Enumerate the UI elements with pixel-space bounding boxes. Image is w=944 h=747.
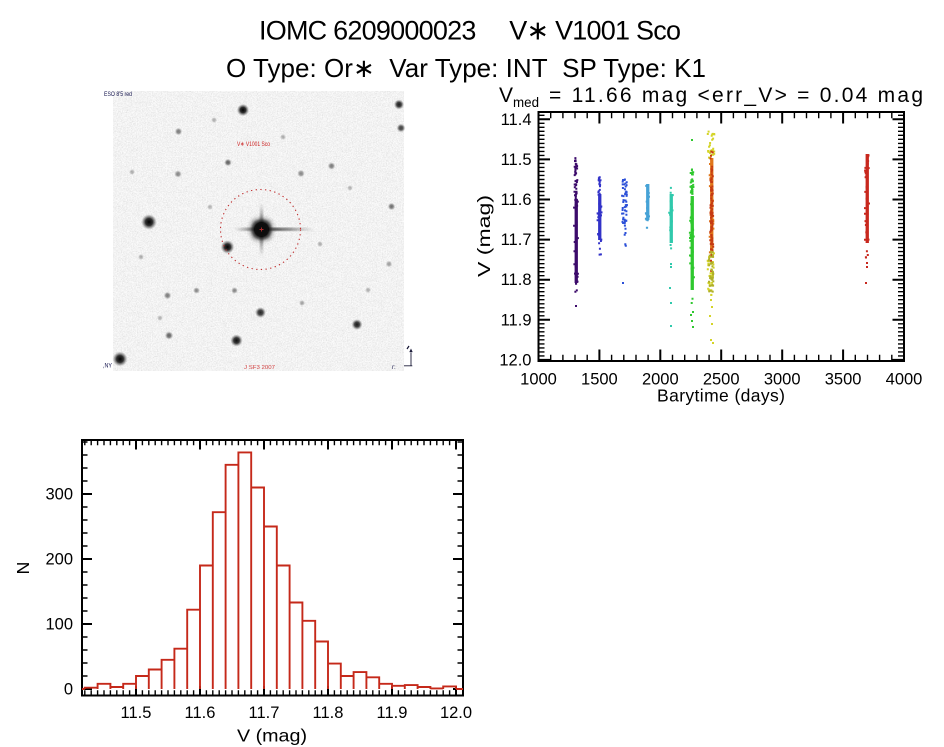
svg-text:11.6: 11.6 [501,191,532,209]
svg-text:IOMC 6209000023 V∗ V1001 S: IOMC 6209000023 V∗ V1001 Sco [259,16,681,46]
svg-text:12.0: 12.0 [440,704,472,722]
svg-text:0: 0 [64,681,73,699]
svg-text:11.7: 11.7 [249,704,280,722]
svg-text:11.8: 11.8 [501,271,532,289]
svg-text:V∗ V1001 Sco: V∗ V1001 Sco [237,141,270,148]
svg-text:11.7: 11.7 [501,231,532,249]
svg-text:11.5: 11.5 [121,704,152,722]
svg-text:J SF3 2007: J SF3 2007 [244,365,275,371]
svg-text:300: 300 [45,486,73,504]
svg-text:3000: 3000 [764,371,801,389]
svg-text:,NY: ,NY [103,364,112,370]
svg-text:11.5: 11.5 [501,151,532,169]
svg-text:V (mag): V (mag) [474,195,494,277]
svg-text:r:: r: [392,365,396,371]
svg-text:11.4: 11.4 [501,111,532,129]
svg-text:2500: 2500 [703,371,740,389]
svg-text:4000: 4000 [886,371,923,389]
svg-text:Barytime (days): Barytime (days) [657,386,785,406]
svg-text:100: 100 [45,616,73,634]
svg-text:11.9: 11.9 [377,704,408,722]
svg-text:V (mag): V (mag) [237,726,307,746]
svg-text:O Type: Or∗ Var Type: INT SP: O Type: Or∗ Var Type: INT SP Type: K1 [226,53,706,83]
svg-text:11.9: 11.9 [501,311,532,329]
svg-text:med: med [513,94,539,110]
svg-text:V: V [499,84,513,107]
svg-text:1500: 1500 [581,371,618,389]
svg-text:ESO 8'5 red: ESO 8'5 red [104,92,132,98]
svg-text:11.6: 11.6 [185,704,216,722]
svg-text:3500: 3500 [825,371,862,389]
svg-text:2000: 2000 [642,371,679,389]
svg-text:11.8: 11.8 [313,704,344,722]
svg-text:1000: 1000 [520,371,557,389]
svg-text:= 11.66 mag <err_V> = 0.04 mag: = 11.66 mag <err_V> = 0.04 mag [549,84,923,107]
svg-text:12.0: 12.0 [499,351,531,369]
svg-text:N: N [13,562,33,575]
svg-text:200: 200 [45,551,73,569]
